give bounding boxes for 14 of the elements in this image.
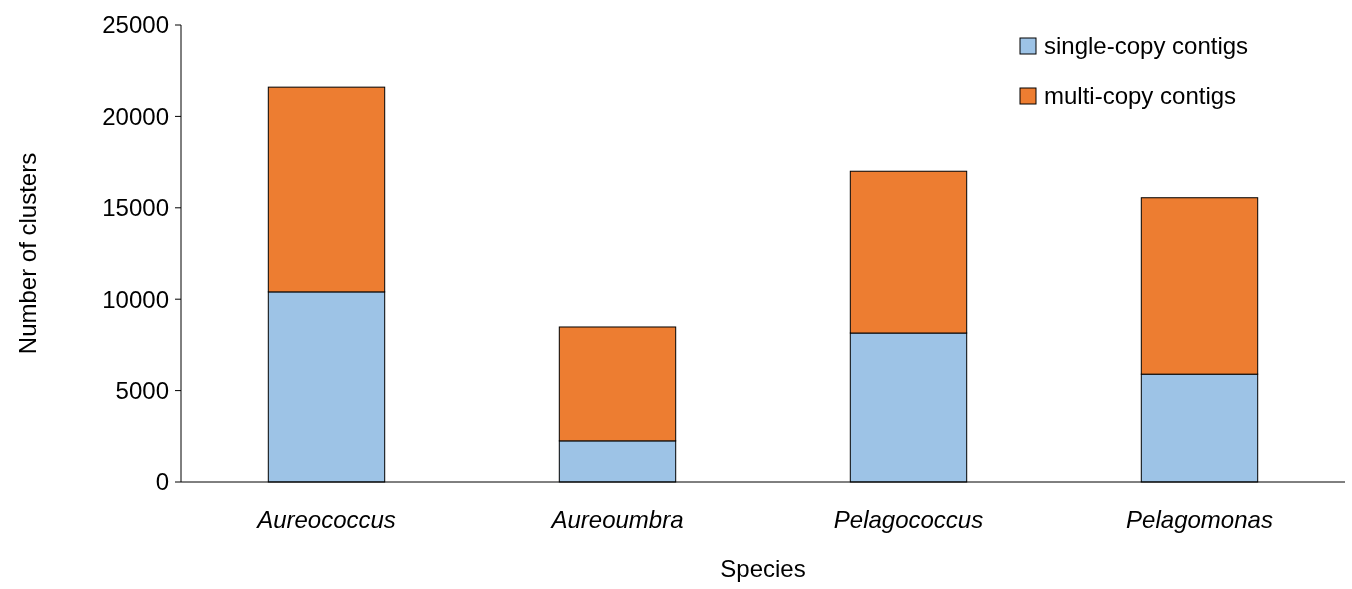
y-tick-label: 5000 [115,377,169,404]
y-tick-label: 0 [155,468,169,496]
y-tick-label: 15000 [102,194,169,222]
x-tick-label: Aureoumbra [549,506,684,533]
y-axis-title: Number of clusters [14,152,41,355]
x-axis-title: Species [720,555,806,582]
legend-label: single-copy contigs [1044,32,1249,60]
x-tick-label: Pelagococcus [833,506,984,533]
x-tick-label: Pelagomonas [1126,506,1273,533]
y-tick-label: 10000 [102,285,169,313]
legend-label: multi-copy contigs [1044,82,1237,110]
y-tick-label: 25000 [102,11,169,39]
y-tick-label: 20000 [102,102,169,130]
x-tick-label: Aureococcus [255,506,396,533]
